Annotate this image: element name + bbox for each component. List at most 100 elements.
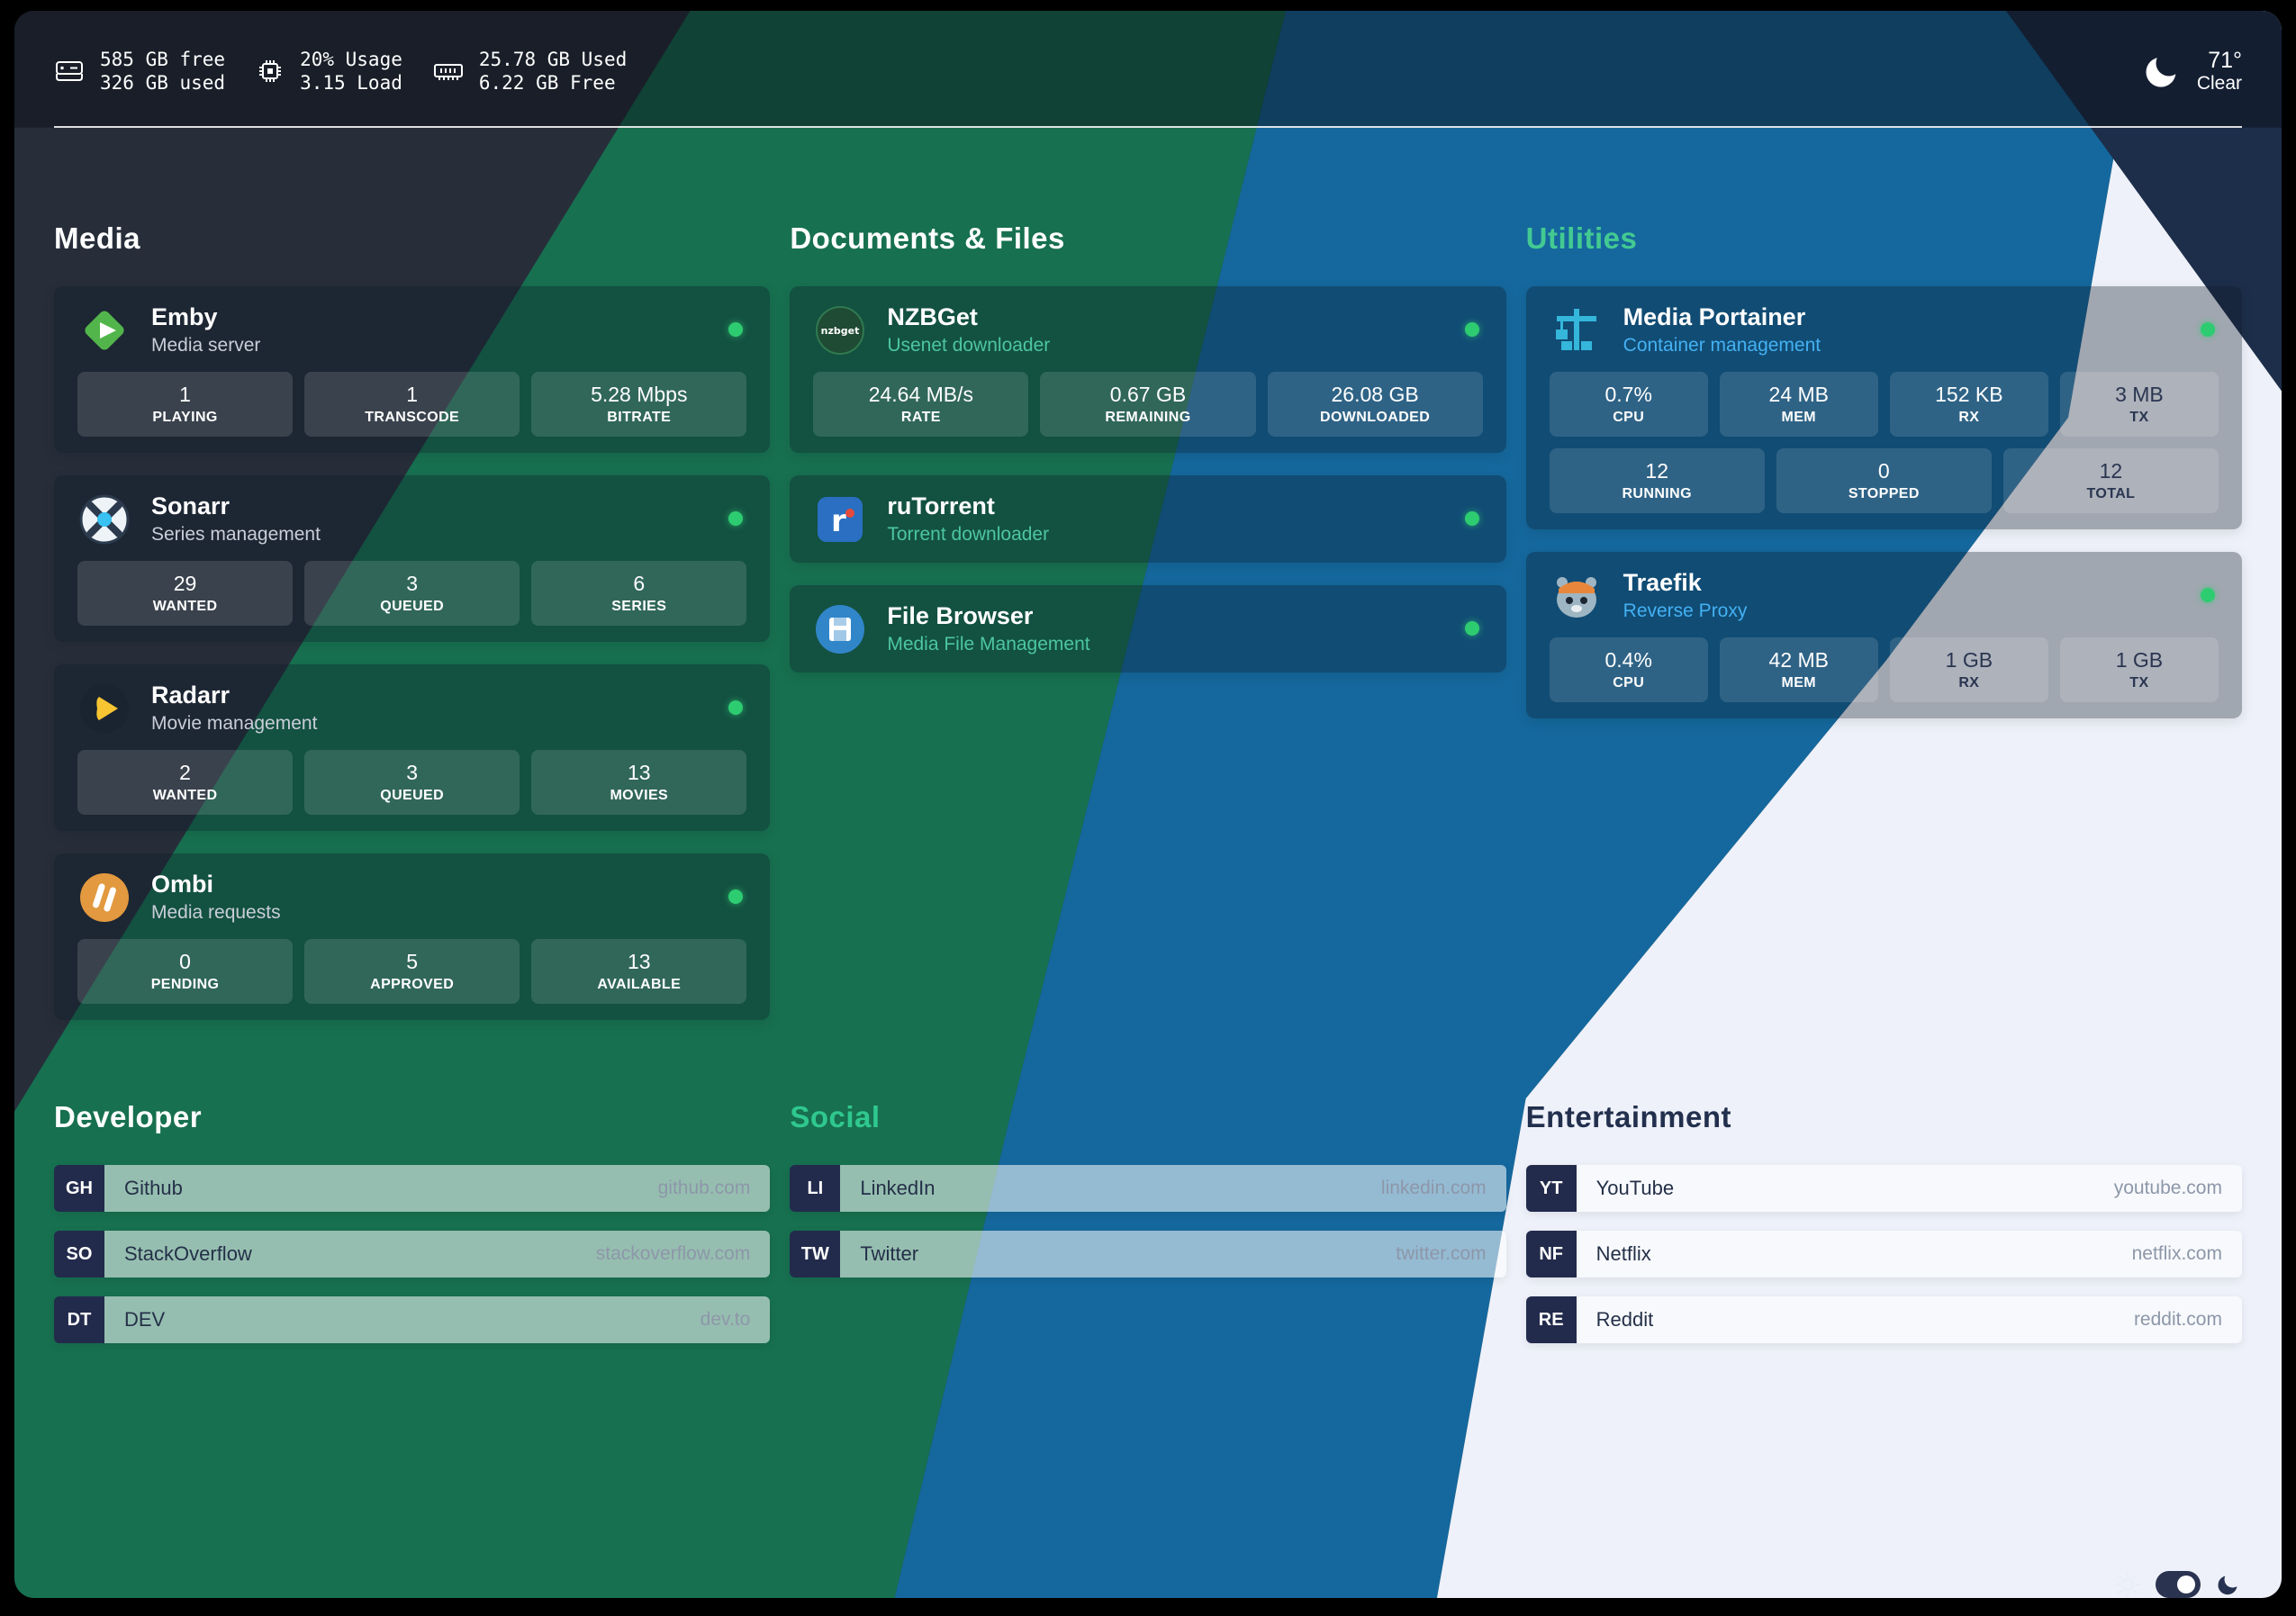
service-name: Emby — [151, 303, 218, 330]
stats-row: 2 WANTED 3 QUEUED 13 MOVIES — [77, 750, 747, 815]
stat-chip: 1 TRANSCODE — [304, 372, 520, 437]
stat-value: 3 — [406, 571, 419, 595]
service-card-sonarr[interactable]: Sonarr Series management 29 WANTED 3 QUEUE… — [54, 475, 771, 642]
service-card-radarr[interactable]: Radarr Movie management 2 WANTED 3 QUEUED … — [54, 664, 771, 831]
stat-chip: 3 MB TX — [2059, 372, 2219, 437]
stats-row: 24.64 MB/s RATE 0.67 GB REMAINING 26.08 GB… — [813, 372, 1483, 437]
status-dot — [728, 700, 744, 715]
bookmark-dev[interactable]: DT DEV dev.to — [54, 1296, 771, 1343]
disk-stats: 585 GB free 326 GB used — [54, 48, 225, 95]
stat-label: CPU — [1613, 674, 1645, 691]
stat-value: 24 MB — [1768, 382, 1830, 406]
service-name: ruTorrent — [887, 492, 995, 519]
service-card-traefik[interactable]: Traefik Reverse Proxy 0.4% CPU 42 MB MEM 1… — [1525, 552, 2242, 718]
bookmark-tag: LI — [790, 1165, 841, 1212]
disk-used-text: 326 GB used — [100, 72, 226, 94]
cpu-icon — [256, 57, 285, 86]
dashboard-screen: 585 GB free 326 GB used 20% U — [14, 11, 2282, 1598]
stat-label: TRANSCODE — [365, 409, 460, 425]
theme-toggle[interactable] — [2156, 1571, 2201, 1598]
stat-label: TX — [2129, 409, 2149, 425]
stat-value: 12 — [1645, 458, 1668, 483]
bookmark-bar: DEV dev.to — [104, 1296, 771, 1343]
stat-label: RATE — [900, 409, 941, 425]
stat-label: TX — [2129, 674, 2149, 691]
bookmark-stackoverflow[interactable]: SO StackOverflow stackoverflow.com — [54, 1231, 771, 1277]
stat-chip: 0 PENDING — [77, 939, 294, 1004]
stats-row: 1 PLAYING 1 TRANSCODE 5.28 Mbps BITRATE — [77, 372, 747, 437]
stat-value: 1 GB — [1945, 647, 1993, 672]
section-utilities: Utilities — [1525, 221, 2242, 741]
bookmark-tag: DT — [54, 1296, 104, 1343]
section-title-documents: Documents & Files — [790, 221, 1065, 255]
stat-value: 29 — [173, 571, 197, 595]
bookmark-github[interactable]: GH Github github.com — [54, 1165, 771, 1212]
stat-label: APPROVED — [370, 976, 455, 992]
stat-value: 13 — [627, 949, 651, 973]
bookmark-url: reddit.com — [2133, 1309, 2222, 1330]
header-divider — [54, 126, 2242, 128]
stat-chip: 0.67 GB REMAINING — [1040, 372, 1256, 437]
bookmark-bar: LinkedIn linkedin.com — [840, 1165, 1506, 1212]
service-card-emby[interactable]: Emby Media server 1 PLAYING 1 TRANSCODE 5.… — [54, 286, 771, 453]
stats-row: 0.4% CPU 42 MB MEM 1 GB RX 1 GB TX — [1549, 637, 2219, 702]
bookmarks-row: Developer GH Github github.com SO StackO… — [54, 1100, 2242, 1362]
status-dot — [728, 511, 744, 526]
stats-row: 29 WANTED 3 QUEUED 6 SERIES — [77, 561, 747, 626]
stat-chip: 3 QUEUED — [304, 750, 520, 815]
sun-icon[interactable] — [2114, 1571, 2141, 1598]
bookmark-bar: StackOverflow stackoverflow.com — [104, 1231, 771, 1277]
theme-controls — [2114, 1571, 2240, 1598]
stat-value: 5 — [406, 949, 419, 973]
bookmark-twitter[interactable]: TW Twitter twitter.com — [790, 1231, 1506, 1277]
service-card-filebrowser[interactable]: File Browser Media File Management — [790, 585, 1506, 673]
section-media: Media Emby Media server — [54, 221, 771, 1043]
stat-value: 2 — [179, 760, 191, 784]
radarr-icon — [77, 682, 131, 736]
bookmark-tag: GH — [54, 1165, 104, 1212]
stat-value: 152 KB — [1935, 382, 2003, 406]
moon-icon[interactable] — [2215, 1572, 2240, 1597]
stat-label: AVAILABLE — [597, 976, 682, 992]
bookmark-name: Netflix — [1595, 1242, 1651, 1265]
service-card-ombi[interactable]: Ombi Media requests 0 PENDING 5 APPROVED 1… — [54, 853, 771, 1020]
service-card-portainer[interactable]: Media Portainer Container management 0.7… — [1525, 286, 2242, 529]
cpu-load-text: 3.15 Load — [300, 72, 402, 94]
stat-label: WANTED — [152, 598, 218, 614]
rutorrent-icon: r — [813, 492, 867, 546]
stat-value: 42 MB — [1768, 647, 1830, 672]
stat-value: 5.28 Mbps — [591, 382, 688, 406]
section-title-developer: Developer — [54, 1100, 203, 1133]
bookmark-url: dev.to — [700, 1309, 751, 1330]
bookmark-netflix[interactable]: NF Netflix netflix.com — [1525, 1231, 2242, 1277]
stat-value: 13 — [627, 760, 651, 784]
service-subtitle: Torrent downloader — [887, 524, 1050, 545]
bookmark-reddit[interactable]: RE Reddit reddit.com — [1525, 1296, 2242, 1343]
stat-label: MOVIES — [610, 787, 669, 803]
section-entertainment: Entertainment YT YouTube youtube.com NF … — [1525, 1100, 2242, 1362]
bookmark-url: linkedin.com — [1380, 1178, 1487, 1198]
bookmark-name: Reddit — [1595, 1308, 1654, 1331]
stat-chip: 0 STOPPED — [1776, 448, 1992, 513]
service-name: Media Portainer — [1623, 303, 1806, 330]
stats-row: 0 PENDING 5 APPROVED 13 AVAILABLE — [77, 939, 747, 1004]
stats-row: 0.7% CPU 24 MB MEM 152 KB RX 3 MB TX — [1549, 372, 2219, 437]
service-subtitle: Reverse Proxy — [1623, 600, 1748, 621]
stat-label: MEM — [1781, 409, 1817, 425]
bookmark-url: netflix.com — [2131, 1243, 2222, 1264]
service-card-nzbget[interactable]: nzbget NZBGet Usenet downloader 24.64 MB… — [790, 286, 1506, 453]
stat-value: 26.08 GB — [1331, 382, 1419, 406]
stat-label: TOTAL — [2086, 485, 2136, 501]
status-dot — [2200, 588, 2215, 602]
service-card-rutorrent[interactable]: r ruTorrent Torrent downloader — [790, 475, 1506, 563]
stat-value: 1 GB — [2115, 647, 2164, 672]
stat-value: 3 — [406, 760, 419, 784]
emby-icon — [77, 303, 131, 357]
bookmark-url: stackoverflow.com — [595, 1243, 751, 1264]
stat-chip: 29 WANTED — [77, 561, 294, 626]
stat-value: 0.67 GB — [1109, 382, 1187, 406]
stat-value: 0.4% — [1604, 647, 1652, 672]
bookmark-linkedin[interactable]: LI LinkedIn linkedin.com — [790, 1165, 1506, 1212]
bookmark-youtube[interactable]: YT YouTube youtube.com — [1525, 1165, 2242, 1212]
stat-label: PLAYING — [152, 409, 218, 425]
